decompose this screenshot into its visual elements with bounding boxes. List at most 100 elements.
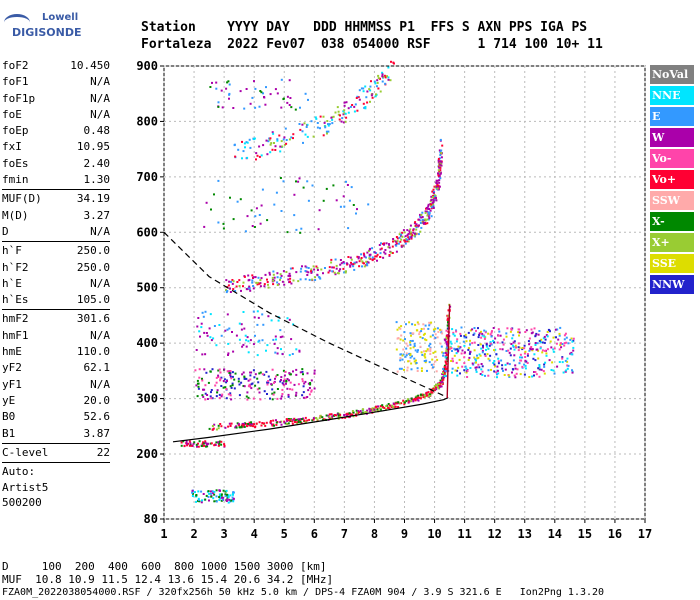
echo-point [409,352,412,355]
echo-point [301,380,304,383]
echo-point [392,406,395,409]
echo-point [369,100,371,103]
echo-point [502,369,504,372]
echo-point [409,340,412,343]
echo-point [231,496,234,499]
echo-point [292,279,295,282]
echo-point [438,175,441,178]
echo-point [430,321,433,324]
echo-point [285,142,288,145]
echo-point [276,139,279,142]
echo-point [403,239,406,242]
echo-point [445,363,448,365]
echo-point [473,349,476,352]
echo-point [279,150,282,153]
echo-point [287,418,290,420]
echo-point [279,273,282,276]
echo-point [203,331,206,334]
echo-point [316,418,319,421]
echo-point [304,416,307,419]
echo-point [306,274,309,276]
echo-point [521,365,524,368]
echo-point [256,154,259,157]
echo-point [384,249,387,251]
echo-point [542,370,545,373]
echo-point [528,349,531,352]
echo-point [297,383,300,386]
echo-point [433,385,436,388]
echo-point [359,410,362,412]
echo-point [446,314,449,317]
echo-point [371,96,374,99]
echo-point [407,360,410,363]
echo-point [295,394,298,397]
echo-point [549,340,552,343]
echo-point [287,393,290,396]
echo-point [442,370,445,373]
echo-point [420,370,423,372]
echo-point [200,326,203,329]
echo-point [553,347,556,350]
echo-point [273,342,276,345]
echo-point [249,289,252,292]
echo-point [523,347,526,350]
echo-point [390,251,393,254]
legend-entry: W [650,128,694,147]
echo-point [262,144,265,147]
echo-point [213,193,215,196]
echo-point [408,321,411,324]
echo-point [445,375,448,378]
x-tick-label: 17 [638,527,652,541]
echo-point [271,424,274,427]
echo-point [266,219,269,222]
param-value: N/A [90,276,110,290]
echo-point [246,425,248,428]
echo-point [544,338,547,341]
echo-point [377,74,380,77]
echo-point [330,261,333,264]
echo-point [406,398,409,401]
echo-point [344,271,347,274]
echo-point [429,343,432,345]
echo-point [416,370,419,372]
echo-point [219,489,221,492]
y-tick-label: 700 [136,170,158,184]
echo-point [490,368,492,371]
echo-point [528,376,531,378]
echo-point [201,311,204,314]
echo-point [365,411,368,413]
echo-point [343,101,346,104]
param-value: N/A [90,224,110,238]
echo-point [482,346,484,349]
echo-point [312,417,315,420]
param-row: MUF(D) 34.19 [2,191,110,207]
echo-point [282,180,285,183]
echo-point [413,357,416,360]
echo-point [304,278,307,281]
echo-point [519,373,522,376]
echo-point [564,332,567,335]
echo-point [321,419,324,421]
echo-point [477,356,480,359]
echo-point [479,373,482,375]
echo-point [228,422,231,425]
echo-point [252,276,255,279]
echo-point [495,371,498,374]
echo-point [420,351,423,354]
echo-point [439,328,442,331]
echo-point [272,283,275,286]
echo-point [444,351,447,354]
echo-point [345,101,348,104]
echo-point [299,420,302,423]
echo-point [563,342,566,345]
echo-point [275,338,277,341]
echo-point [279,276,282,279]
echo-point [501,348,504,351]
echo-point [279,329,282,332]
echo-point [215,428,218,431]
echo-point [275,423,278,426]
echo-point [438,185,441,188]
echo-point [286,419,288,422]
echo-point [434,333,437,336]
param-value: 110.0 [76,345,110,359]
